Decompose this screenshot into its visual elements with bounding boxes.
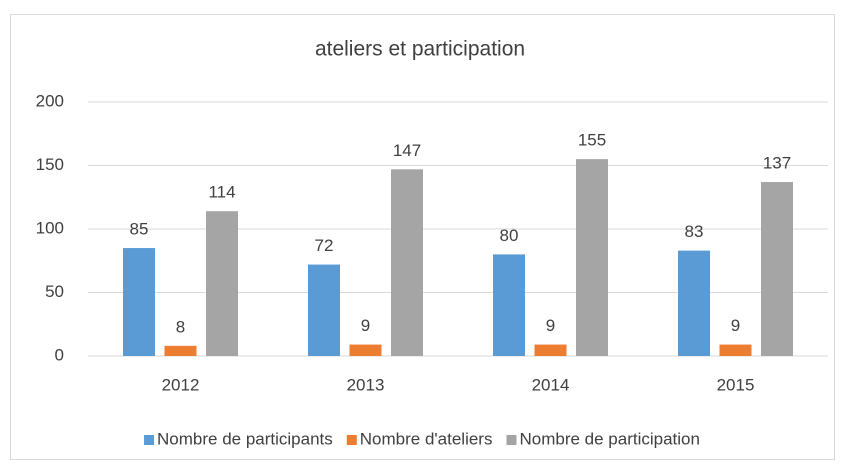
x-tick-label: 2015	[717, 375, 755, 394]
x-tick-label: 2014	[532, 375, 570, 394]
legend-label: Nombre de participation	[519, 429, 699, 448]
legend-swatch	[506, 435, 517, 445]
bar	[123, 248, 155, 356]
bar	[349, 344, 382, 356]
bar	[308, 264, 340, 356]
y-tick-label: 150	[36, 155, 64, 174]
bar	[719, 344, 752, 356]
data-label: 155	[578, 131, 606, 150]
data-label: 80	[500, 226, 519, 245]
data-label: 83	[685, 222, 704, 241]
bar	[206, 211, 238, 356]
data-label: 137	[763, 153, 791, 172]
x-tick-label: 2012	[162, 375, 200, 394]
bar	[576, 159, 608, 356]
bar	[391, 169, 423, 356]
bar	[678, 250, 710, 356]
legend-swatch	[346, 435, 357, 445]
data-label: 147	[393, 141, 421, 160]
y-tick-label: 50	[45, 282, 64, 301]
y-tick-label: 200	[36, 91, 64, 110]
legend-swatch	[144, 435, 155, 445]
y-tick-label: 100	[36, 218, 64, 237]
data-label: 8	[176, 317, 185, 336]
data-label: 9	[546, 316, 555, 335]
chart-title: ateliers et participation	[315, 38, 525, 61]
data-label: 72	[315, 236, 334, 255]
bar	[493, 254, 525, 356]
bar	[534, 344, 567, 356]
legend-label: Nombre d'ateliers	[360, 429, 493, 448]
bar	[761, 182, 793, 356]
x-tick-label: 2013	[347, 375, 385, 394]
data-label: 114	[208, 183, 235, 202]
data-label: 9	[361, 316, 370, 335]
bar	[164, 345, 197, 356]
y-tick-label: 0	[55, 345, 64, 364]
data-label: 9	[731, 316, 740, 335]
legend-label: Nombre de participants	[157, 429, 333, 448]
data-label: 85	[130, 220, 149, 239]
